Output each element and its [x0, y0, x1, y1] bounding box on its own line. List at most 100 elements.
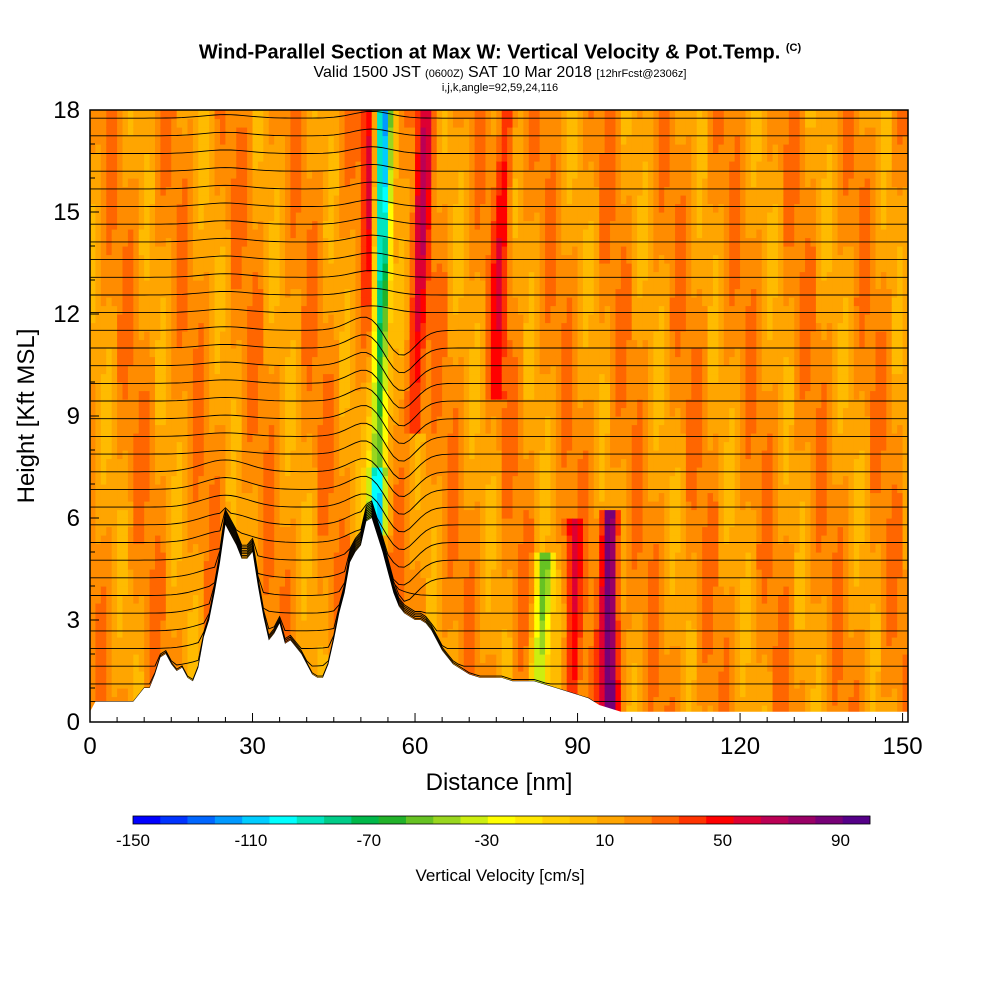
field-cell: [458, 254, 465, 264]
field-cell: [95, 552, 102, 562]
field-cell: [133, 492, 140, 502]
field-cell: [442, 594, 449, 604]
field-cell: [360, 305, 367, 315]
field-cell: [90, 186, 97, 196]
field-cell: [355, 475, 362, 485]
field-cell: [106, 331, 113, 341]
field-cell: [322, 365, 329, 375]
field-cell: [431, 246, 438, 256]
field-cell: [95, 509, 102, 519]
field-cell: [171, 654, 178, 664]
field-cell: [257, 416, 264, 426]
field-cell: [117, 127, 124, 137]
field-cell: [187, 339, 194, 349]
field-cell: [144, 186, 151, 196]
field-cell: [111, 594, 118, 604]
field-cell: [225, 280, 232, 290]
field-cell: [279, 169, 286, 179]
field-cell: [306, 594, 313, 604]
field-cell: [447, 569, 454, 579]
field-cell: [209, 526, 216, 536]
field-cell: [382, 501, 389, 511]
field-cell: [171, 475, 178, 485]
field-cell: [404, 203, 411, 213]
field-cell: [333, 458, 340, 468]
field-cell: [306, 331, 313, 341]
plot-area: [90, 110, 908, 722]
field-cell: [176, 229, 183, 239]
field-cell: [301, 645, 308, 655]
field-cell: [203, 535, 210, 545]
field-cell: [404, 246, 411, 256]
field-cell: [155, 611, 162, 621]
field-cell: [322, 526, 329, 536]
field-cell: [95, 458, 102, 468]
field-cell: [317, 246, 324, 256]
field-cell: [393, 237, 400, 247]
field-cell: [371, 501, 378, 511]
field-cell: [225, 297, 232, 307]
field-cell: [366, 331, 373, 341]
field-cell: [133, 135, 140, 145]
field-cell: [436, 399, 443, 409]
field-cell: [117, 543, 124, 553]
field-cell: [230, 178, 237, 188]
field-cell: [360, 458, 367, 468]
field-cell: [355, 356, 362, 366]
field-cell: [290, 577, 297, 587]
field-cell: [301, 254, 308, 264]
field-cell: [442, 127, 449, 137]
field-cell: [209, 467, 216, 477]
field-cell: [420, 416, 427, 426]
field-cell: [214, 246, 221, 256]
field-cell: [387, 263, 394, 273]
field-cell: [279, 331, 286, 341]
field-cell: [176, 535, 183, 545]
field-cell: [106, 441, 113, 451]
field-cell: [447, 152, 454, 162]
field-cell: [122, 441, 129, 451]
field-cell: [160, 509, 167, 519]
field-cell: [333, 237, 340, 247]
field-cell: [122, 390, 129, 400]
field-cell: [230, 152, 237, 162]
field-cell: [268, 314, 275, 324]
field-cell: [382, 509, 389, 519]
field-cell: [100, 484, 107, 494]
field-cell: [274, 110, 281, 120]
field-cell: [268, 186, 275, 196]
field-cell: [122, 688, 129, 698]
field-cell: [398, 594, 405, 604]
field-cell: [138, 390, 145, 400]
field-cell: [398, 229, 405, 239]
field-cell: [176, 637, 183, 647]
field-cell: [366, 458, 373, 468]
field-cell: [317, 620, 324, 630]
field-cell: [225, 127, 232, 137]
field-cell: [301, 492, 308, 502]
field-cell: [187, 416, 194, 426]
field-cell: [117, 161, 124, 171]
field-cell: [290, 611, 297, 621]
field-cell: [192, 195, 199, 205]
field-cell: [241, 110, 248, 120]
field-cell: [350, 169, 357, 179]
field-cell: [106, 484, 113, 494]
field-cell: [436, 594, 443, 604]
field-cell: [230, 501, 237, 511]
field-cell: [122, 407, 129, 417]
field-cell: [355, 518, 362, 528]
field-cell: [133, 144, 140, 154]
field-cell: [252, 127, 259, 137]
field-cell: [90, 322, 97, 332]
field-cell: [409, 356, 416, 366]
field-cell: [214, 543, 221, 553]
field-cell: [203, 365, 210, 375]
field-cell: [127, 127, 134, 137]
field-cell: [350, 535, 357, 545]
field-cell: [350, 135, 357, 145]
field-cell: [138, 475, 145, 485]
valid-time: Valid 1500 JST: [313, 63, 421, 81]
field-cell: [306, 178, 313, 188]
field-cell: [285, 620, 292, 630]
